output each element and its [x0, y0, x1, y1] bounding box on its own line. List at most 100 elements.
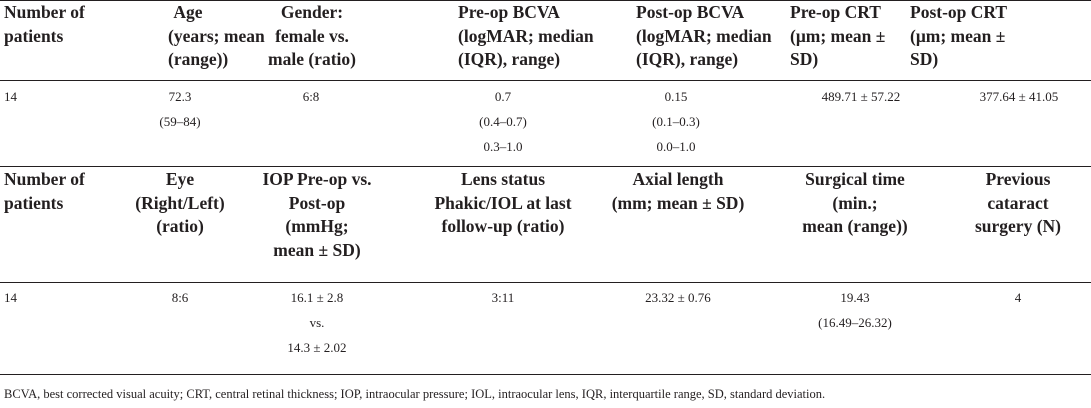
t1-h2-l0: Gender: — [280, 2, 344, 22]
t2-h1-l1: (Right/Left) — [135, 192, 225, 213]
t1-h2-l1: female vs. — [275, 25, 349, 46]
t1-cell-preop-bcva: 0.7 (0.4–0.7) 0.3–1.0 — [463, 84, 543, 159]
t2-c2-l0: 16.1 ± 2.8 — [290, 290, 344, 305]
table1-header-rule — [0, 80, 1091, 81]
t1-h1-l1: (years; mean — [168, 25, 265, 46]
t1-h1-l2: (range)) — [168, 49, 229, 69]
t1-c4-l2: 0.0–1.0 — [656, 139, 696, 154]
t2-h3-l1: Phakic/IOL at last — [434, 192, 572, 213]
t2-cell-iop: 16.1 ± 2.8 vs. 14.3 ± 2.02 — [267, 285, 367, 360]
t1-h5-l1: (μm; mean ± — [790, 25, 886, 46]
t2-h2-l2: (mmHg; — [285, 216, 349, 236]
t1-h5-l2: SD) — [790, 49, 819, 69]
t2-header-axial-length: Axial length (mm; mean ± SD) — [598, 168, 758, 215]
t1-h5-l0: Pre-op CRT — [790, 2, 881, 22]
t1-c1-l0: 72.3 — [168, 89, 192, 104]
t2-c0-l0: 14 — [4, 290, 17, 305]
t2-c2-l1: vs. — [309, 315, 325, 330]
t1-header-postop-crt: Post-op CRT (μm; mean ± SD) — [814, 1, 1008, 72]
t2-h1-l0: Eye — [165, 169, 195, 189]
t1-h3-l2: (IQR), range) — [458, 49, 561, 69]
t2-header-lens-status: Lens status Phakic/IOL at last follow-up… — [418, 168, 588, 239]
t1-c6-l0: 377.64 ± 41.05 — [979, 89, 1059, 104]
t1-h4-l2: (IQR), range) — [636, 49, 739, 69]
t2-h1-l2: (ratio) — [156, 216, 204, 236]
t2-cell-surgical-time: 19.43 (16.49–26.32) — [805, 285, 905, 335]
t1-c3-l0: 0.7 — [494, 89, 512, 104]
t2-h3-l2: follow-up (ratio) — [441, 216, 565, 236]
t1-h6-l0: Post-op CRT — [910, 2, 1008, 22]
t1-h6-l1: (μm; mean ± — [910, 25, 1006, 46]
t1-cell-gender: 6:8 — [281, 84, 341, 109]
table-middle-rule — [0, 166, 1091, 167]
t2-h0-l1: patients — [4, 192, 64, 213]
t2-cell-axial-length: 23.32 ± 0.76 — [628, 285, 728, 310]
t1-header-postop-bcva: Post-op BCVA (logMAR; median (IQR), rang… — [516, 1, 772, 72]
t2-header-number-of-patients: Number of patients — [0, 168, 85, 215]
t1-c5-l0: 489.71 ± 57.22 — [821, 89, 901, 104]
t1-c4-l0: 0.15 — [664, 89, 688, 104]
t2-c2-l2: 14.3 ± 2.02 — [287, 340, 347, 355]
t1-c4-l1: (0.1–0.3) — [652, 114, 700, 129]
t1-h3-l1: (logMAR; median — [458, 25, 594, 46]
t1-h6-l2: SD) — [910, 49, 939, 69]
t1-h0-l0: Number of — [4, 2, 85, 22]
t1-cell-preop-crt: 489.71 ± 57.22 — [796, 84, 926, 109]
table-footnote: BCVA, best corrected visual acuity; CRT,… — [4, 387, 826, 401]
t2-h5-l1: (min.; — [832, 192, 878, 213]
t2-header-iop: IOP Pre-op vs. Post-op (mmHg; mean ± SD) — [250, 168, 384, 262]
t1-h4-l1: (logMAR; median — [636, 25, 772, 46]
t2-h2-l1: Post-op — [288, 192, 346, 213]
table2-header-rule — [0, 282, 1091, 283]
t2-h6-l1: cataract — [987, 192, 1049, 213]
t2-c4-l0: 23.32 ± 0.76 — [645, 290, 711, 305]
t2-c5-l1: (16.49–26.32) — [818, 315, 892, 330]
t1-h1-l0: Age — [173, 2, 203, 22]
t1-h4-l0: Post-op BCVA — [636, 2, 745, 22]
table1-data-row: 14 72.3 (59–84) 6:8 0.7 (0.4–0.7) 0.3–1.… — [0, 84, 1091, 164]
table1-header-row: Number of patients Age (years; mean (ran… — [0, 1, 1091, 72]
t1-header-gender: Gender: female vs. male (ratio) — [208, 1, 358, 72]
t1-c0-l0: 14 — [4, 89, 17, 104]
table2-header-row: Number of patients Eye (Right/Left) (rat… — [0, 168, 1091, 280]
t2-c1-l0: 8:6 — [171, 290, 189, 305]
t1-c3-l1: (0.4–0.7) — [479, 114, 527, 129]
t1-cell-patients: 14 — [0, 84, 17, 109]
t2-c3-l0: 3:11 — [491, 290, 515, 305]
t1-header-age: Age (years; mean (range)) — [108, 1, 265, 72]
t1-cell-postop-crt: 377.64 ± 41.05 — [954, 84, 1084, 109]
t1-cell-age: 72.3 (59–84) — [140, 84, 220, 134]
t2-cell-patients: 14 — [0, 285, 17, 310]
t2-cell-lens-status: 3:11 — [473, 285, 533, 310]
t1-c3-l2: 0.3–1.0 — [483, 139, 523, 154]
t2-h6-l0: Previous — [985, 169, 1051, 189]
t2-h0-l0: Number of — [4, 169, 85, 189]
t1-h0-l1: patients — [4, 25, 64, 46]
t2-c5-l0: 19.43 — [840, 290, 870, 305]
t2-h4-l1: (mm; mean ± SD) — [611, 192, 745, 213]
t2-h5-l0: Surgical time — [805, 169, 905, 189]
t1-header-number-of-patients: Number of patients — [0, 1, 108, 72]
t2-h2-l0: IOP Pre-op vs. — [262, 169, 372, 189]
t2-h5-l2: mean (range)) — [802, 216, 908, 236]
t2-header-surgical-time: Surgical time (min.; mean (range)) — [790, 168, 920, 239]
table-bottom-rule — [0, 374, 1091, 375]
t2-h2-l3: mean ± SD) — [273, 239, 361, 260]
t2-h4-l0: Axial length — [632, 169, 724, 189]
t2-cell-previous-cataract-surgery: 4 — [988, 285, 1048, 310]
t1-c2-l0: 6:8 — [302, 89, 320, 104]
t1-c1-l1: (59–84) — [159, 114, 201, 129]
t2-header-previous-cataract-surgery: Previous cataract surgery (N) — [948, 168, 1088, 239]
table-top-rule — [0, 0, 1091, 1]
t1-h2-l2: male (ratio) — [268, 49, 356, 69]
t2-header-eye: Eye (Right/Left) (ratio) — [120, 168, 240, 239]
t2-h3-l0: Lens status — [460, 169, 546, 189]
t1-header-preop-crt: Pre-op CRT (μm; mean ± SD) — [686, 1, 886, 72]
t1-cell-postop-bcva: 0.15 (0.1–0.3) 0.0–1.0 — [636, 84, 716, 159]
table2-data-row: 14 8:6 16.1 ± 2.8 vs. 14.3 ± 2.02 3:11 2… — [0, 285, 1091, 365]
t2-c6-l0: 4 — [1014, 290, 1022, 305]
t2-cell-eye: 8:6 — [140, 285, 220, 310]
t1-header-preop-bcva: Pre-op BCVA (logMAR; median (IQR), range… — [358, 1, 594, 72]
t1-h3-l0: Pre-op BCVA — [458, 2, 560, 22]
